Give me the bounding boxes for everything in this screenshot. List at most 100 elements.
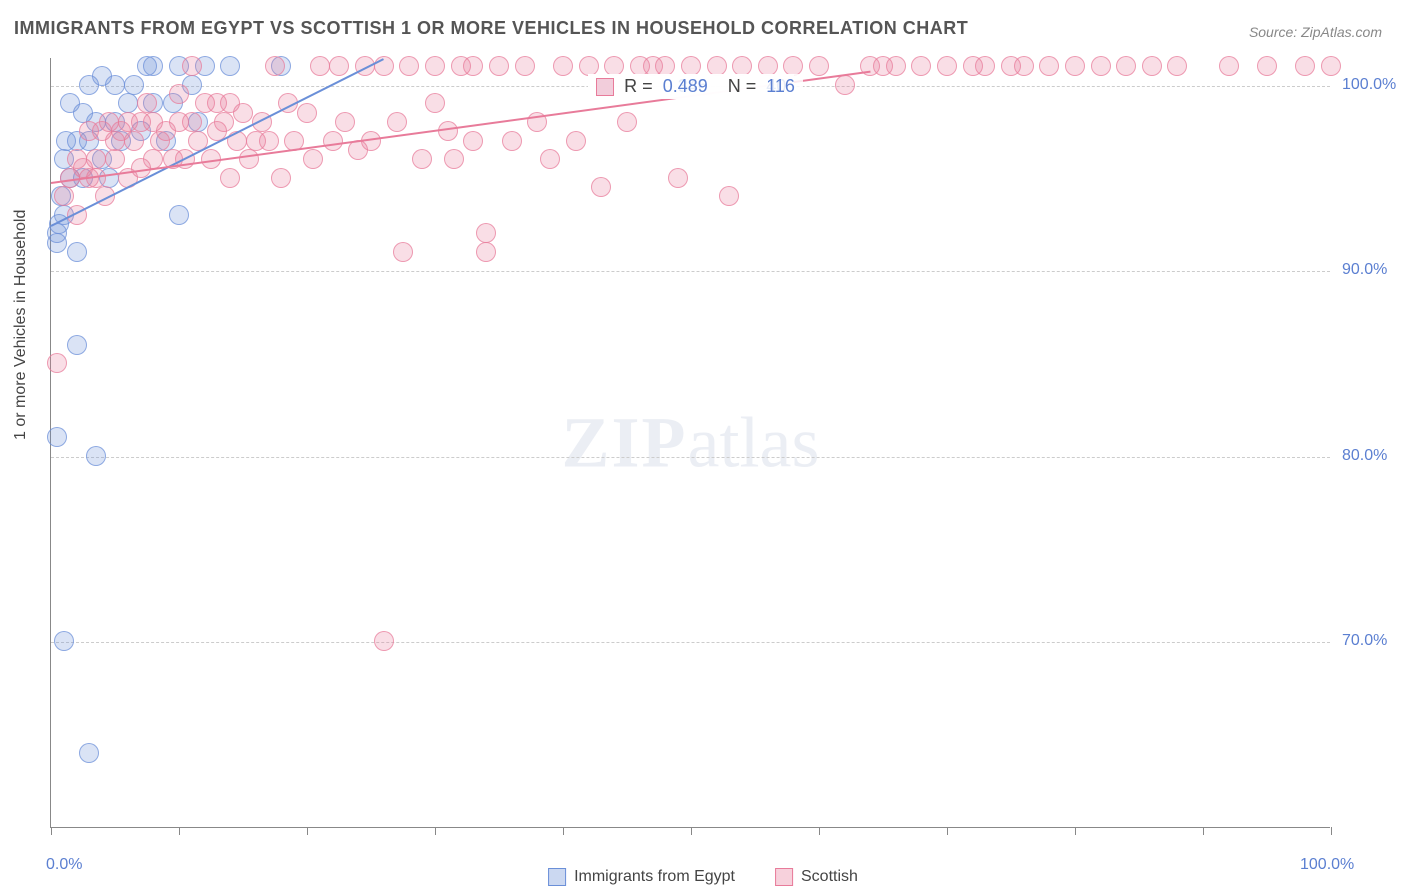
scatter-point	[220, 168, 240, 188]
stats-row: R = 0.489 N = 116	[588, 74, 803, 99]
stat-n-label: N =	[718, 76, 757, 97]
scatter-point	[937, 56, 957, 76]
legend-item: Scottish	[775, 868, 858, 886]
scatter-point	[412, 149, 432, 169]
gridline-h	[51, 271, 1330, 272]
x-tick	[947, 827, 948, 835]
scatter-point	[323, 131, 343, 151]
scatter-point	[303, 149, 323, 169]
scatter-point	[975, 56, 995, 76]
scatter-point	[1295, 56, 1315, 76]
scatter-point	[233, 103, 253, 123]
legend-swatch	[775, 868, 793, 886]
scatter-point	[463, 56, 483, 76]
scatter-point	[502, 131, 522, 151]
scatter-point	[329, 56, 349, 76]
chart-title: IMMIGRANTS FROM EGYPT VS SCOTTISH 1 OR M…	[14, 18, 968, 39]
scatter-point	[86, 446, 106, 466]
scatter-point	[1065, 56, 1085, 76]
scatter-point	[335, 112, 355, 132]
scatter-point	[566, 131, 586, 151]
scatter-point	[54, 631, 74, 651]
scatter-point	[911, 56, 931, 76]
scatter-point	[1014, 56, 1034, 76]
scatter-point	[425, 93, 445, 113]
scatter-point	[399, 56, 419, 76]
scatter-point	[182, 56, 202, 76]
scatter-point	[271, 168, 291, 188]
x-tick	[307, 827, 308, 835]
scatter-point	[124, 131, 144, 151]
x-tick	[51, 827, 52, 835]
scatter-point	[1039, 56, 1059, 76]
legend-swatch	[596, 78, 614, 96]
x-tick-label: 100.0%	[1300, 856, 1354, 874]
scatter-point	[463, 131, 483, 151]
x-tick-label: 0.0%	[46, 856, 82, 874]
scatter-point	[515, 56, 535, 76]
source-label: Source: ZipAtlas.com	[1249, 24, 1382, 40]
scatter-point	[617, 112, 637, 132]
x-tick	[691, 827, 692, 835]
scatter-point	[1257, 56, 1277, 76]
x-tick	[1075, 827, 1076, 835]
scatter-point	[265, 56, 285, 76]
legend-item: Immigrants from Egypt	[548, 868, 735, 886]
y-axis-label: 1 or more Vehicles in Household	[12, 210, 30, 440]
scatter-point	[809, 56, 829, 76]
scatter-point	[553, 56, 573, 76]
scatter-point	[214, 112, 234, 132]
legend-bottom: Immigrants from Egypt Scottish	[548, 868, 858, 886]
x-tick	[563, 827, 564, 835]
plot-area: ZIPatlas R = 0.346 N = 40R = 0.489 N = 1…	[50, 58, 1330, 828]
scatter-point	[489, 56, 509, 76]
scatter-point	[540, 149, 560, 169]
y-tick-label: 90.0%	[1342, 261, 1406, 279]
x-tick	[1203, 827, 1204, 835]
stat-r-value: 0.489	[663, 76, 708, 97]
watermark: ZIPatlas	[562, 401, 820, 484]
scatter-point	[105, 75, 125, 95]
scatter-point	[143, 56, 163, 76]
legend-label: Scottish	[801, 868, 858, 886]
scatter-point	[1142, 56, 1162, 76]
scatter-point	[835, 75, 855, 95]
scatter-point	[1321, 56, 1341, 76]
x-tick	[179, 827, 180, 835]
scatter-point	[47, 353, 67, 373]
scatter-point	[1116, 56, 1136, 76]
scatter-point	[886, 56, 906, 76]
scatter-point	[137, 93, 157, 113]
scatter-point	[476, 223, 496, 243]
scatter-point	[239, 149, 259, 169]
scatter-point	[393, 242, 413, 262]
scatter-point	[124, 75, 144, 95]
scatter-point	[1091, 56, 1111, 76]
scatter-point	[444, 149, 464, 169]
scatter-point	[169, 84, 189, 104]
x-tick	[435, 827, 436, 835]
x-tick	[1331, 827, 1332, 835]
scatter-point	[591, 177, 611, 197]
scatter-point	[259, 131, 279, 151]
scatter-point	[220, 56, 240, 76]
scatter-point	[310, 56, 330, 76]
scatter-point	[67, 335, 87, 355]
scatter-point	[79, 743, 99, 763]
gridline-h	[51, 642, 1330, 643]
y-tick-label: 70.0%	[1342, 632, 1406, 650]
scatter-point	[668, 168, 688, 188]
scatter-point	[86, 149, 106, 169]
scatter-point	[118, 93, 138, 113]
scatter-point	[47, 427, 67, 447]
stat-r-label: R =	[624, 76, 653, 97]
scatter-point	[169, 205, 189, 225]
y-tick-label: 100.0%	[1342, 76, 1406, 94]
scatter-point	[105, 149, 125, 169]
scatter-point	[476, 242, 496, 262]
scatter-point	[67, 242, 87, 262]
scatter-point	[374, 631, 394, 651]
scatter-point	[1219, 56, 1239, 76]
scatter-point	[425, 56, 445, 76]
scatter-point	[182, 112, 202, 132]
